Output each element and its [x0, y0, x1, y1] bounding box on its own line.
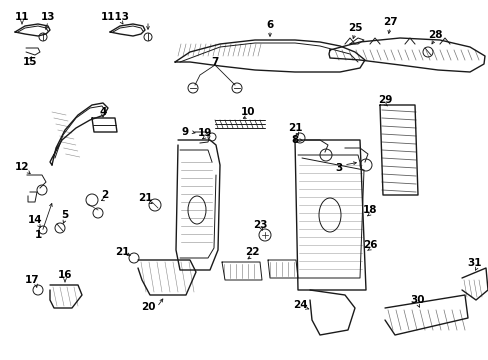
Text: 1113: 1113 [101, 12, 129, 22]
Text: 23: 23 [252, 220, 267, 230]
Text: 28: 28 [427, 30, 441, 40]
Text: 25: 25 [347, 23, 362, 33]
Text: 14: 14 [28, 215, 42, 225]
Text: 29: 29 [377, 95, 391, 105]
Text: 15: 15 [23, 57, 37, 67]
Text: 2: 2 [101, 190, 108, 200]
Text: 22: 22 [244, 247, 259, 257]
Text: 21: 21 [138, 193, 152, 203]
Text: 19: 19 [198, 128, 212, 138]
Text: 21: 21 [115, 247, 129, 257]
Text: 10: 10 [240, 107, 255, 117]
Text: 1: 1 [34, 230, 41, 240]
Text: 20: 20 [141, 302, 155, 312]
Text: 5: 5 [61, 210, 68, 220]
Text: 18: 18 [362, 205, 376, 215]
Text: 4: 4 [99, 107, 106, 117]
Text: 12: 12 [15, 162, 29, 172]
Text: 17: 17 [24, 275, 39, 285]
Text: 9: 9 [181, 127, 188, 137]
Text: 11: 11 [15, 12, 29, 22]
Text: 8: 8 [291, 135, 298, 145]
Text: 27: 27 [382, 17, 397, 27]
Text: 7: 7 [211, 57, 218, 67]
Text: 16: 16 [58, 270, 72, 280]
Text: 3: 3 [335, 163, 342, 173]
Text: 26: 26 [362, 240, 376, 250]
Text: 30: 30 [410, 295, 425, 305]
Text: 31: 31 [467, 258, 481, 268]
Text: 13: 13 [41, 12, 55, 22]
Text: 21: 21 [287, 123, 302, 133]
Text: 6: 6 [266, 20, 273, 30]
Text: 24: 24 [292, 300, 306, 310]
